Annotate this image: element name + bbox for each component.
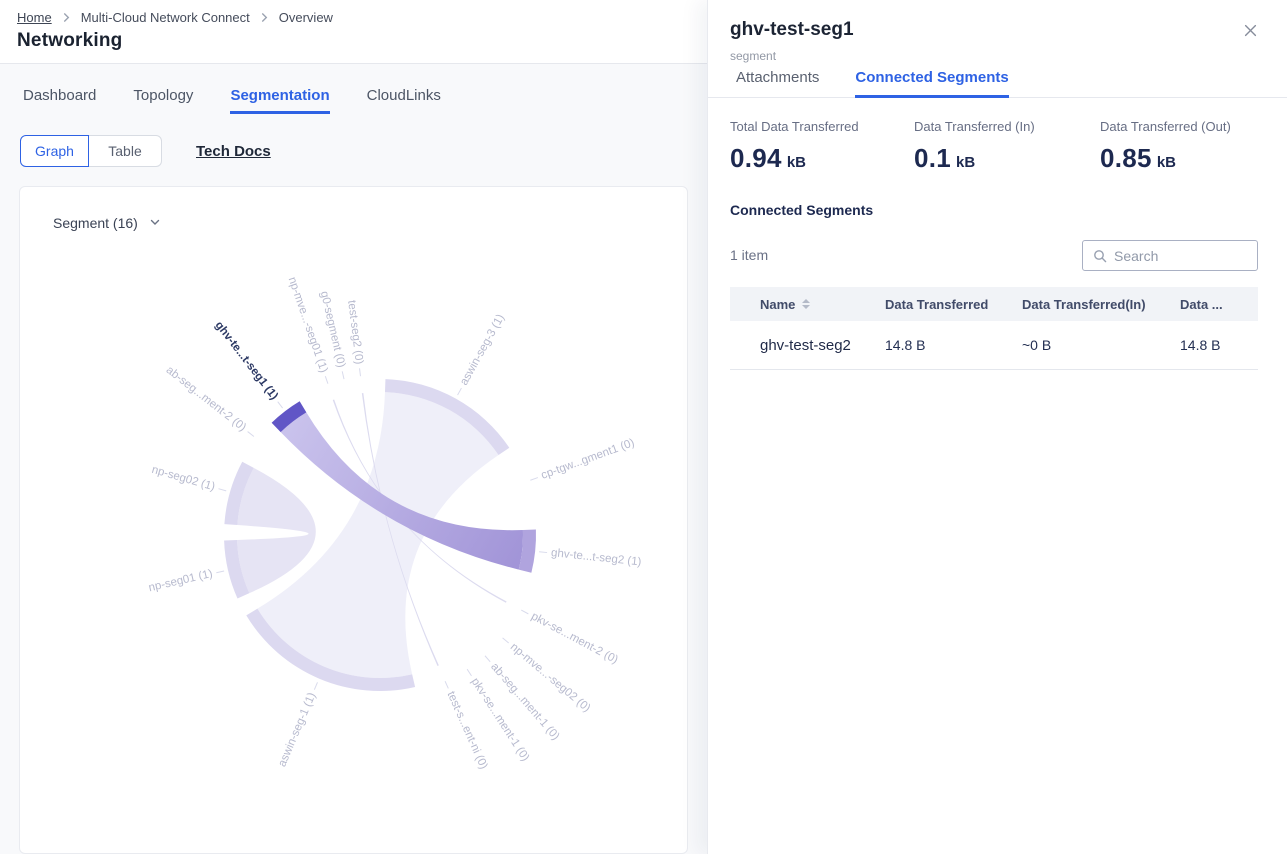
stat-label: Data Transferred (In)	[914, 119, 1035, 134]
connected-segments-table: Name Data Transferred Data Transferred(I…	[730, 287, 1258, 370]
column-header-data-in: Data Transferred(In)	[1022, 296, 1146, 312]
chord-segment-label[interactable]: ab-seg...ment-2 (0)	[164, 364, 249, 434]
nav-tabs: Dashboard Topology Segmentation CloudLin…	[23, 87, 441, 114]
chevron-right-icon	[61, 12, 72, 23]
page-title: Networking	[17, 30, 123, 51]
chord-segment-label[interactable]: pkv-se...ment-2 (0)	[529, 610, 620, 666]
chord-segment-label[interactable]: np-seg02 (1)	[150, 464, 216, 494]
breadcrumb-mcnc: Multi-Cloud Network Connect	[80, 10, 250, 25]
view-controls: Graph Table Tech Docs	[20, 135, 271, 167]
chord-segment-label[interactable]: ghv-te...t-seg2 (1)	[550, 547, 642, 568]
item-count: 1 item	[730, 247, 769, 263]
breadcrumb: Home Multi-Cloud Network Connect Overvie…	[17, 10, 333, 25]
chord-segment-label[interactable]: np-seg01 (1)	[148, 568, 214, 594]
tab-segmentation[interactable]: Segmentation	[230, 87, 330, 114]
stat-value: 0.94	[730, 143, 782, 173]
tab-attachments[interactable]: Attachments	[736, 69, 820, 86]
stat-data-out: Data Transferred (Out) 0.85 kB	[1100, 119, 1284, 174]
cell-name: ghv-test-seg2	[760, 336, 851, 354]
chord-segment-label[interactable]: aswin-seg-1 (1)	[276, 691, 318, 769]
list-controls: 1 item	[730, 240, 1258, 271]
segment-chord-diagram[interactable]: aswin-seg-3 (1) cp-tgw...gment1 (0) ghv-te…	[20, 187, 688, 854]
graph-view-button[interactable]: Graph	[20, 135, 89, 167]
breadcrumb-overview: Overview	[278, 10, 333, 25]
chevron-down-icon	[149, 215, 161, 231]
segmentation-graph-card: Segment (16) aswin-seg-3 (1) cp-tgw...gme…	[19, 186, 688, 854]
stat-value: 0.85	[1100, 143, 1152, 173]
cell-data_in: ~0 B	[1022, 337, 1052, 353]
tech-docs-link[interactable]: Tech Docs	[196, 142, 271, 160]
stat-label: Data Transferred (Out)	[1100, 119, 1231, 134]
chord-segment-label[interactable]: aswin-seg-3 (1)	[458, 312, 507, 387]
tab-topology[interactable]: Topology	[133, 87, 194, 104]
column-header-name[interactable]: Name	[730, 297, 885, 312]
tab-cloudlinks[interactable]: CloudLinks	[366, 87, 441, 104]
sort-icon	[802, 299, 811, 309]
chevron-right-icon	[259, 12, 270, 23]
chord-segment-label[interactable]: cp-tgw...gment1 (0)	[540, 437, 637, 482]
connected-segments-heading: Connected Segments	[730, 202, 874, 218]
segment-dropdown[interactable]: Segment (16)	[53, 215, 161, 231]
table-row[interactable]: ghv-test-seg2 14.8 B ~0 B 14.8 B	[730, 321, 1258, 370]
column-header-data-out: Data ...	[1180, 296, 1223, 312]
search-icon	[1093, 249, 1107, 263]
panel-tabs: Attachments Connected Segments	[708, 69, 1287, 98]
stat-label: Total Data Transferred	[730, 119, 859, 134]
column-header-data-transferred: Data Transferred	[885, 296, 989, 312]
stat-unit: kB	[786, 154, 806, 171]
stat-total-data: Total Data Transferred 0.94 kB	[730, 119, 914, 174]
cell-data_out: 14.8 B	[1180, 337, 1221, 353]
stat-unit: kB	[956, 154, 976, 171]
table-view-button[interactable]: Table	[89, 135, 162, 167]
breadcrumb-home[interactable]: Home	[17, 10, 52, 25]
page-header: Home Multi-Cloud Network Connect Overvie…	[0, 0, 708, 64]
panel-title: ghv-test-seg1	[730, 19, 854, 40]
table-header: Name Data Transferred Data Transferred(I…	[730, 287, 1258, 321]
chord-segment-label[interactable]: test-seg2 (0)	[345, 299, 365, 365]
chord-segment-label[interactable]: ghv-te...t-seg1 (1)	[213, 319, 281, 402]
tab-connected-segments[interactable]: Connected Segments	[855, 69, 1009, 98]
stats-row: Total Data Transferred 0.94 kB Data Tran…	[730, 119, 1267, 174]
stat-data-in: Data Transferred (In) 0.1 kB	[914, 119, 1100, 174]
tab-dashboard[interactable]: Dashboard	[23, 87, 97, 104]
search-input[interactable]	[1114, 247, 1249, 264]
segments-table-body: ghv-test-seg2 14.8 B ~0 B 14.8 B	[730, 321, 1258, 370]
segment-dropdown-label: Segment (16)	[53, 215, 138, 231]
panel-subtitle: segment	[730, 49, 777, 63]
stat-unit: kB	[1156, 154, 1176, 171]
chord-segment-label[interactable]: np-mve...-seg01 (1)	[286, 276, 330, 375]
search-box	[1082, 240, 1258, 271]
segment-detail-panel: ghv-test-seg1 segment Attachments Connec…	[707, 0, 1287, 854]
stat-value: 0.1	[914, 143, 952, 173]
close-icon[interactable]	[1241, 21, 1259, 39]
cell-data_transferred: 14.8 B	[885, 337, 926, 353]
